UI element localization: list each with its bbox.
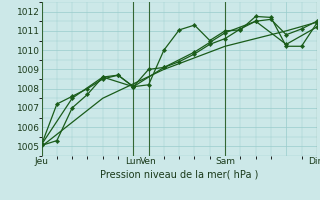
X-axis label: Pression niveau de la mer( hPa ): Pression niveau de la mer( hPa ) [100,169,258,179]
